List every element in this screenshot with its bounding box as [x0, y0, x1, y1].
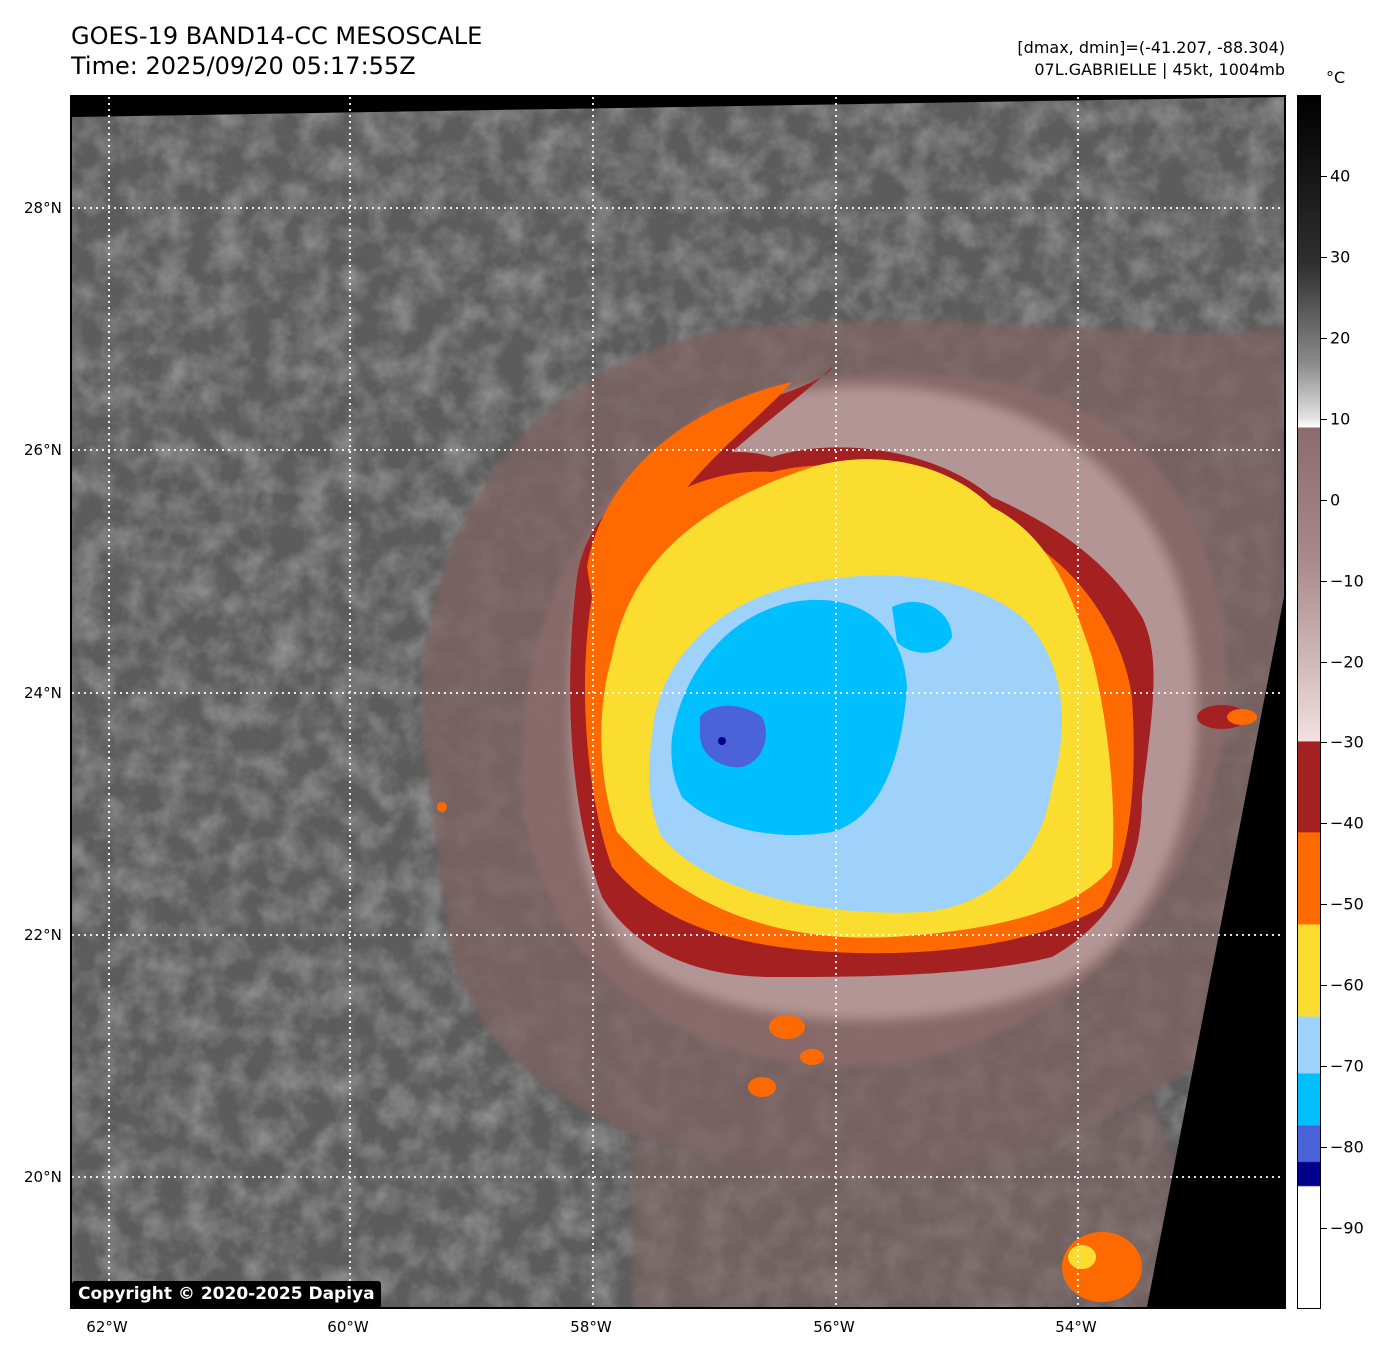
colorbar-tick	[1321, 176, 1327, 177]
lat-label-28n: 28°N	[24, 199, 62, 217]
colorbar-tick-label: −40	[1330, 813, 1364, 833]
colorbar-tick-label: 30	[1330, 247, 1351, 267]
colorbar-tick	[1321, 1066, 1327, 1067]
no-data-top	[72, 97, 1284, 117]
colorbar-tick	[1321, 904, 1327, 905]
lat-label-24n: 24°N	[24, 684, 62, 702]
lon-label-54w: 54°W	[1055, 1318, 1097, 1336]
storm-info: 07L.GABRIELLE | 45kt, 1004mb	[1034, 60, 1285, 79]
cloud-core-navy	[718, 737, 726, 745]
lon-label-62w: 62°W	[86, 1318, 128, 1336]
colorbar-tick-label: 0	[1330, 490, 1341, 510]
copyright-notice: Copyright © 2020-2025 Dapiya	[72, 1281, 381, 1308]
colorbar-tick	[1321, 985, 1327, 986]
lat-label-26n: 26°N	[24, 441, 62, 459]
colorbar-tick-label: −80	[1330, 1137, 1364, 1157]
colorbar-tick	[1321, 419, 1327, 420]
cloud-blue	[671, 599, 907, 836]
chart-title: GOES-19 BAND14-CC MESOSCALE	[71, 22, 483, 50]
colorbar-tick-label: −30	[1330, 732, 1364, 752]
cloud-core-royalblue	[700, 705, 766, 768]
no-data-region	[1147, 597, 1284, 1307]
lat-label-22n: 22°N	[24, 926, 62, 944]
colorbar-tick	[1321, 742, 1327, 743]
colorbar	[1297, 95, 1321, 1309]
colorbar-tick-label: −10	[1330, 571, 1364, 591]
colorbar-tick-label: −70	[1330, 1056, 1364, 1076]
colorbar-tick	[1321, 338, 1327, 339]
colorbar-tick-label: −90	[1330, 1218, 1364, 1238]
temperature-range-info: [dmax, dmin]=(-41.207, -88.304)	[1017, 38, 1285, 57]
lon-label-58w: 58°W	[570, 1318, 612, 1336]
colorbar-tick-label: −60	[1330, 975, 1364, 995]
convective-cells	[437, 705, 1257, 1302]
colorbar-tick	[1321, 823, 1327, 824]
colorbar-tick	[1321, 662, 1327, 663]
spiral-arm-orange	[587, 382, 792, 657]
lat-label-20n: 20°N	[24, 1168, 62, 1186]
colorbar-tick	[1321, 1228, 1327, 1229]
colorbar-unit: °C	[1326, 68, 1346, 87]
colorbar-tick-label: 10	[1330, 409, 1351, 429]
colorbar-tick	[1321, 1147, 1327, 1148]
colorbar-tick	[1321, 257, 1327, 258]
gridlines	[72, 97, 1284, 1307]
lon-label-60w: 60°W	[327, 1318, 369, 1336]
lon-label-56w: 56°W	[813, 1318, 855, 1336]
colorbar-tick	[1321, 500, 1327, 501]
colorbar-tick-label: 40	[1330, 166, 1351, 186]
colorbar-tick-label: −50	[1330, 894, 1364, 914]
cloud-blue-east	[892, 601, 952, 653]
satellite-map	[70, 95, 1286, 1309]
colorbar-tick-label: −20	[1330, 652, 1364, 672]
colorbar-tick	[1321, 581, 1327, 582]
satellite-imagery	[72, 97, 1284, 1307]
timestamp-title: Time: 2025/09/20 05:17:55Z	[71, 52, 416, 80]
colorbar-tick-label: 20	[1330, 328, 1351, 348]
